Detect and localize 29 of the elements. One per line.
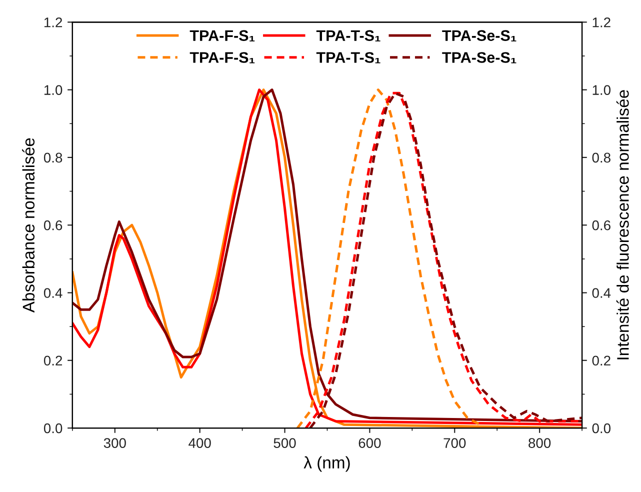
x-axis-title: λ (nm) (304, 456, 350, 472)
legend-label: TPA-F-S₁ (190, 52, 255, 64)
x-tick-label: 300 (104, 438, 126, 448)
y-tick-label: 0.4 (44, 288, 62, 298)
y2-tick-label: 0.8 (592, 152, 610, 163)
x-tick-label: 400 (188, 438, 211, 448)
y-tick-label: 0.6 (44, 220, 62, 230)
y-tick-label: 1.0 (44, 85, 62, 95)
x-tick-label: 700 (444, 438, 466, 448)
x-tick-label: 800 (528, 438, 551, 448)
x-tick-label: 500 (274, 438, 296, 448)
y-tick-label: 0.8 (44, 152, 62, 163)
y2-tick-label: 0.6 (592, 220, 610, 230)
y-tick-label: 0.2 (44, 356, 62, 366)
y2-axis-title: Intensité de fluorescence normalisée (616, 90, 629, 360)
legend-label: TPA-F-S₁ (190, 30, 255, 42)
y2-tick-label: 1.2 (592, 17, 610, 28)
x-tick-label: 600 (358, 438, 381, 448)
y2-tick-label: 0.0 (592, 423, 611, 434)
y2-tick-label: 0.2 (592, 356, 610, 366)
legend-label: TPA-T-S₁ (316, 30, 380, 42)
legend-label: TPA-Se-S₁ (442, 30, 516, 42)
y-tick-label: 1.2 (44, 17, 62, 28)
y2-tick-label: 1.0 (592, 85, 611, 95)
y-tick-label: 0.0 (44, 423, 62, 434)
y-axis-title: Absorbance normalisée (22, 138, 35, 313)
legend-label: TPA-Se-S₁ (442, 52, 516, 64)
y2-tick-label: 0.4 (592, 288, 611, 298)
legend-label: TPA-T-S₁ (316, 52, 380, 64)
